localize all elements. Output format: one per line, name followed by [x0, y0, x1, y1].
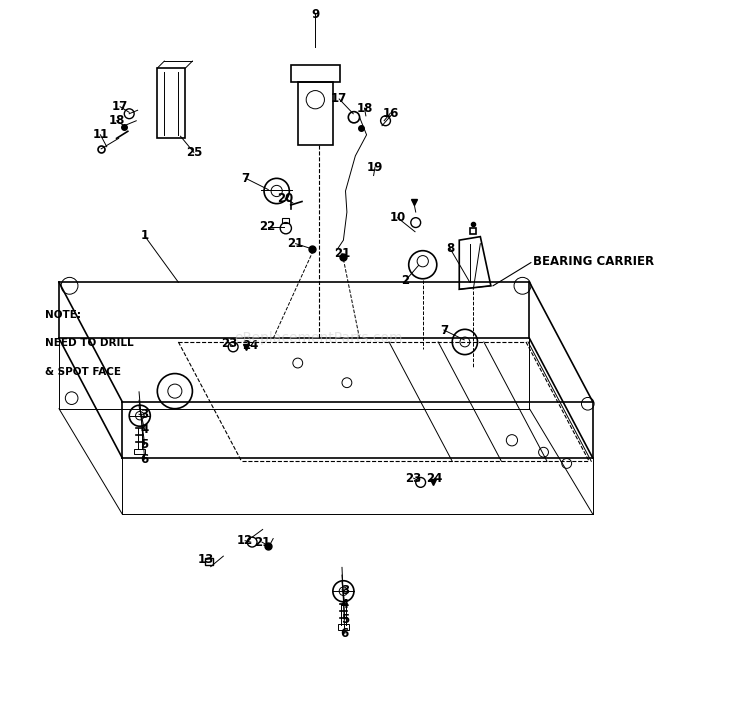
Text: 4: 4: [340, 598, 349, 611]
Text: 2: 2: [401, 274, 410, 288]
Text: 8: 8: [446, 242, 454, 255]
Bar: [291, 65, 340, 82]
Text: 4: 4: [140, 423, 148, 436]
Text: 9: 9: [311, 8, 320, 20]
Text: 1: 1: [140, 229, 148, 243]
Text: 5: 5: [140, 438, 148, 451]
Text: 11: 11: [92, 128, 109, 141]
Text: & SPOT FACE: & SPOT FACE: [45, 367, 121, 376]
Text: 20: 20: [277, 192, 293, 204]
Text: 24: 24: [427, 472, 443, 485]
Text: 25: 25: [186, 146, 202, 159]
Text: 5: 5: [340, 613, 349, 626]
Text: 24: 24: [242, 339, 258, 352]
Text: NEED TO DRILL: NEED TO DRILL: [45, 338, 134, 348]
Text: 3: 3: [340, 584, 349, 597]
Bar: [338, 624, 349, 630]
Text: 21: 21: [334, 247, 350, 260]
Bar: [298, 82, 333, 145]
Text: 18: 18: [356, 102, 373, 115]
Text: 21: 21: [254, 536, 270, 548]
Text: BEARING CARRIER: BEARING CARRIER: [533, 255, 654, 268]
Text: 12: 12: [237, 534, 254, 547]
Text: 17: 17: [112, 100, 128, 114]
Text: 21: 21: [287, 237, 304, 250]
Text: 3: 3: [140, 408, 148, 422]
Text: 23: 23: [220, 337, 237, 350]
Text: 7: 7: [440, 324, 448, 336]
Text: 7: 7: [242, 172, 250, 185]
Text: 22: 22: [260, 220, 276, 233]
Text: 13: 13: [198, 553, 214, 566]
Text: eReplacementParts.com: eReplacementParts.com: [235, 331, 403, 345]
Text: 19: 19: [367, 161, 383, 173]
Bar: [134, 448, 146, 454]
Text: 23: 23: [406, 472, 422, 485]
Text: 10: 10: [389, 212, 406, 224]
Text: 18: 18: [109, 114, 124, 128]
Bar: [205, 558, 214, 565]
Text: 16: 16: [382, 106, 399, 120]
Text: 6: 6: [140, 453, 148, 466]
Text: NOTE:: NOTE:: [45, 310, 81, 320]
Text: 17: 17: [331, 92, 347, 106]
Text: 6: 6: [340, 627, 349, 640]
Bar: [282, 219, 290, 223]
